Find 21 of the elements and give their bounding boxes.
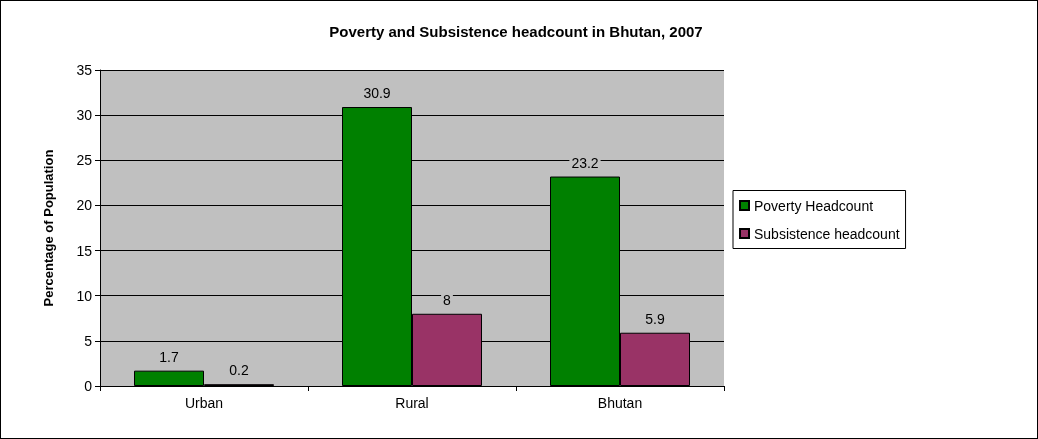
y-tick-label: 0 xyxy=(84,378,93,394)
y-tick-label: 35 xyxy=(76,62,93,78)
data-label: 30.9 xyxy=(363,85,391,102)
y-tick-label: 20 xyxy=(76,197,93,214)
x-tick-label: Urban xyxy=(184,395,224,411)
y-tick-label: 25 xyxy=(76,152,93,169)
legend-label: Poverty Headcount xyxy=(754,197,874,214)
y-tick-label: 10 xyxy=(76,287,93,304)
x-tick-label: Bhutan xyxy=(597,395,643,411)
data-label: 8 xyxy=(443,291,452,308)
x-tick-label: Rural xyxy=(395,395,429,411)
y-tick-label: 5 xyxy=(84,332,93,349)
legend-label: Subsistence headcount xyxy=(754,225,900,242)
data-label: 0.2 xyxy=(229,362,249,379)
data-label: 5.9 xyxy=(645,310,665,327)
y-tick-label: 15 xyxy=(76,242,93,259)
chart-title: Poverty and Subsistence headcount in Bhutan, 2007 xyxy=(329,23,703,40)
y-tick-label: 30 xyxy=(76,107,93,124)
data-label: 23.2 xyxy=(571,154,599,171)
y-axis-title: Percentage of Population xyxy=(41,149,56,307)
data-label: 1.7 xyxy=(159,348,179,365)
